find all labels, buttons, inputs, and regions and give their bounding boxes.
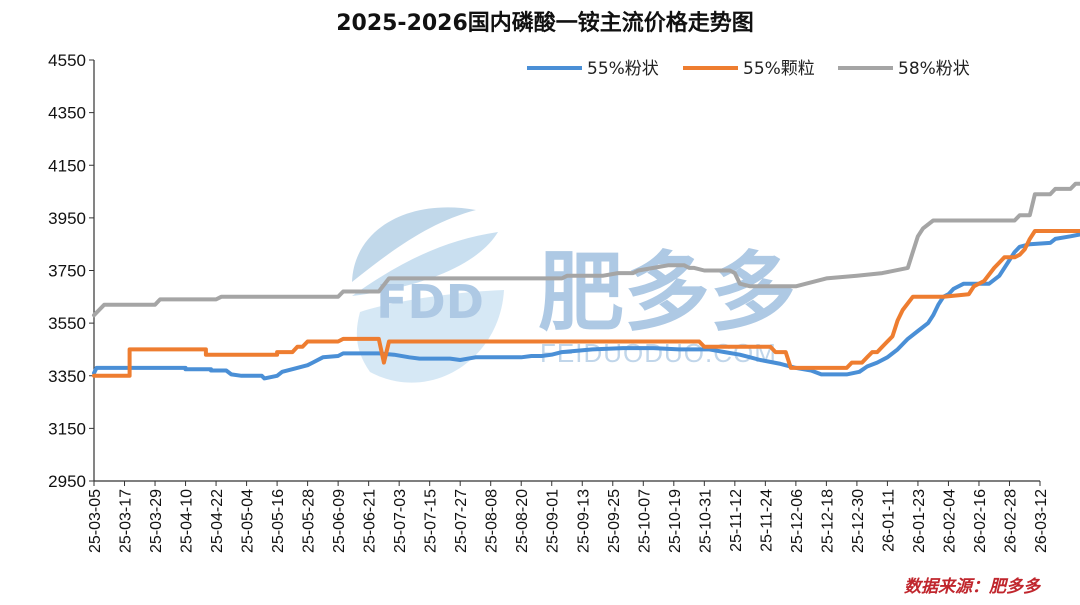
x-tick-label: 26-03-12 xyxy=(1033,489,1050,553)
x-tick-label: 25-03-05 xyxy=(87,489,104,553)
x-tick-label: 25-10-07 xyxy=(636,489,653,553)
y-tick-label: 4550 xyxy=(48,51,86,70)
x-tick-label: 25-04-10 xyxy=(179,489,196,553)
x-tick-label: 25-09-25 xyxy=(606,489,623,553)
x-tick-label: 25-09-01 xyxy=(545,489,562,553)
x-tick-label: 25-12-30 xyxy=(850,489,867,553)
x-tick-label: 25-03-29 xyxy=(148,489,165,553)
x-tick-label: 25-10-31 xyxy=(697,489,714,553)
series-group xyxy=(92,181,1080,381)
axes xyxy=(93,60,1040,482)
y-tick-label: 3150 xyxy=(48,419,86,438)
y-tick-label: 3950 xyxy=(48,209,86,228)
x-tick-label: 25-12-18 xyxy=(819,489,836,553)
legend-label-3: 58%粉状 xyxy=(898,59,970,79)
x-tick-label: 25-08-20 xyxy=(514,489,531,553)
x-tick-label: 25-04-22 xyxy=(209,489,226,553)
x-tick-label: 25-07-27 xyxy=(453,489,470,553)
y-tick-label: 4350 xyxy=(48,104,86,123)
x-tick-label: 25-07-15 xyxy=(423,489,440,553)
watermark-brand: 肥多多 xyxy=(538,243,796,343)
legend-label-2: 55%颗粒 xyxy=(743,59,815,79)
watermark-logo-text: FDD xyxy=(376,275,484,329)
x-tick-label: 25-06-21 xyxy=(362,489,379,553)
x-tick-label: 25-05-28 xyxy=(301,489,318,553)
x-tick-label: 25-03-17 xyxy=(118,489,135,553)
legend-label-1: 55%粉状 xyxy=(587,59,659,79)
y-tick-label: 2950 xyxy=(48,472,86,491)
x-tick-label: 25-11-24 xyxy=(758,489,775,552)
x-axis: 25-03-05 25-03-17 25-03-29 25-04-10 25-04-22… xyxy=(87,481,1050,553)
y-tick-label: 3750 xyxy=(48,262,86,281)
chart-title: 2025-2026国内磷酸一铵主流价格走势图 xyxy=(336,10,754,36)
y-tick-label: 3350 xyxy=(48,367,86,386)
x-tick-label: 26-01-11 xyxy=(880,489,897,552)
x-tick-label: 26-01-23 xyxy=(911,489,928,553)
x-tick-label: 25-10-19 xyxy=(667,489,684,553)
x-tick-label: 25-11-12 xyxy=(728,489,745,552)
x-tick-label: 25-06-09 xyxy=(331,489,348,553)
y-axis: 2950 3150 3350 3550 3750 3950 4150 4350 4550 xyxy=(48,51,94,491)
x-tick-label: 26-02-04 xyxy=(941,489,958,553)
x-tick-label: 26-02-28 xyxy=(1002,489,1019,553)
x-tick-label: 25-12-06 xyxy=(789,489,806,553)
x-tick-label: 25-07-03 xyxy=(392,489,409,553)
x-tick-label: 25-09-13 xyxy=(575,489,592,553)
legend: 55%粉状 55%颗粒 58%粉状 xyxy=(527,59,970,79)
y-tick-label: 4150 xyxy=(48,156,86,175)
series-line-2 xyxy=(92,229,1080,378)
x-tick-label: 25-05-16 xyxy=(270,489,287,553)
watermark: FDD 肥多多 FEIDUODUO.COM xyxy=(352,207,796,383)
x-tick-label: 25-08-08 xyxy=(484,489,501,553)
series-line-3 xyxy=(92,181,1080,318)
x-tick-label: 26-02-16 xyxy=(972,489,989,553)
y-tick-label: 3550 xyxy=(48,314,86,333)
source-note: 数据来源：肥多多 xyxy=(904,577,1042,597)
x-tick-label: 25-05-04 xyxy=(240,489,257,553)
